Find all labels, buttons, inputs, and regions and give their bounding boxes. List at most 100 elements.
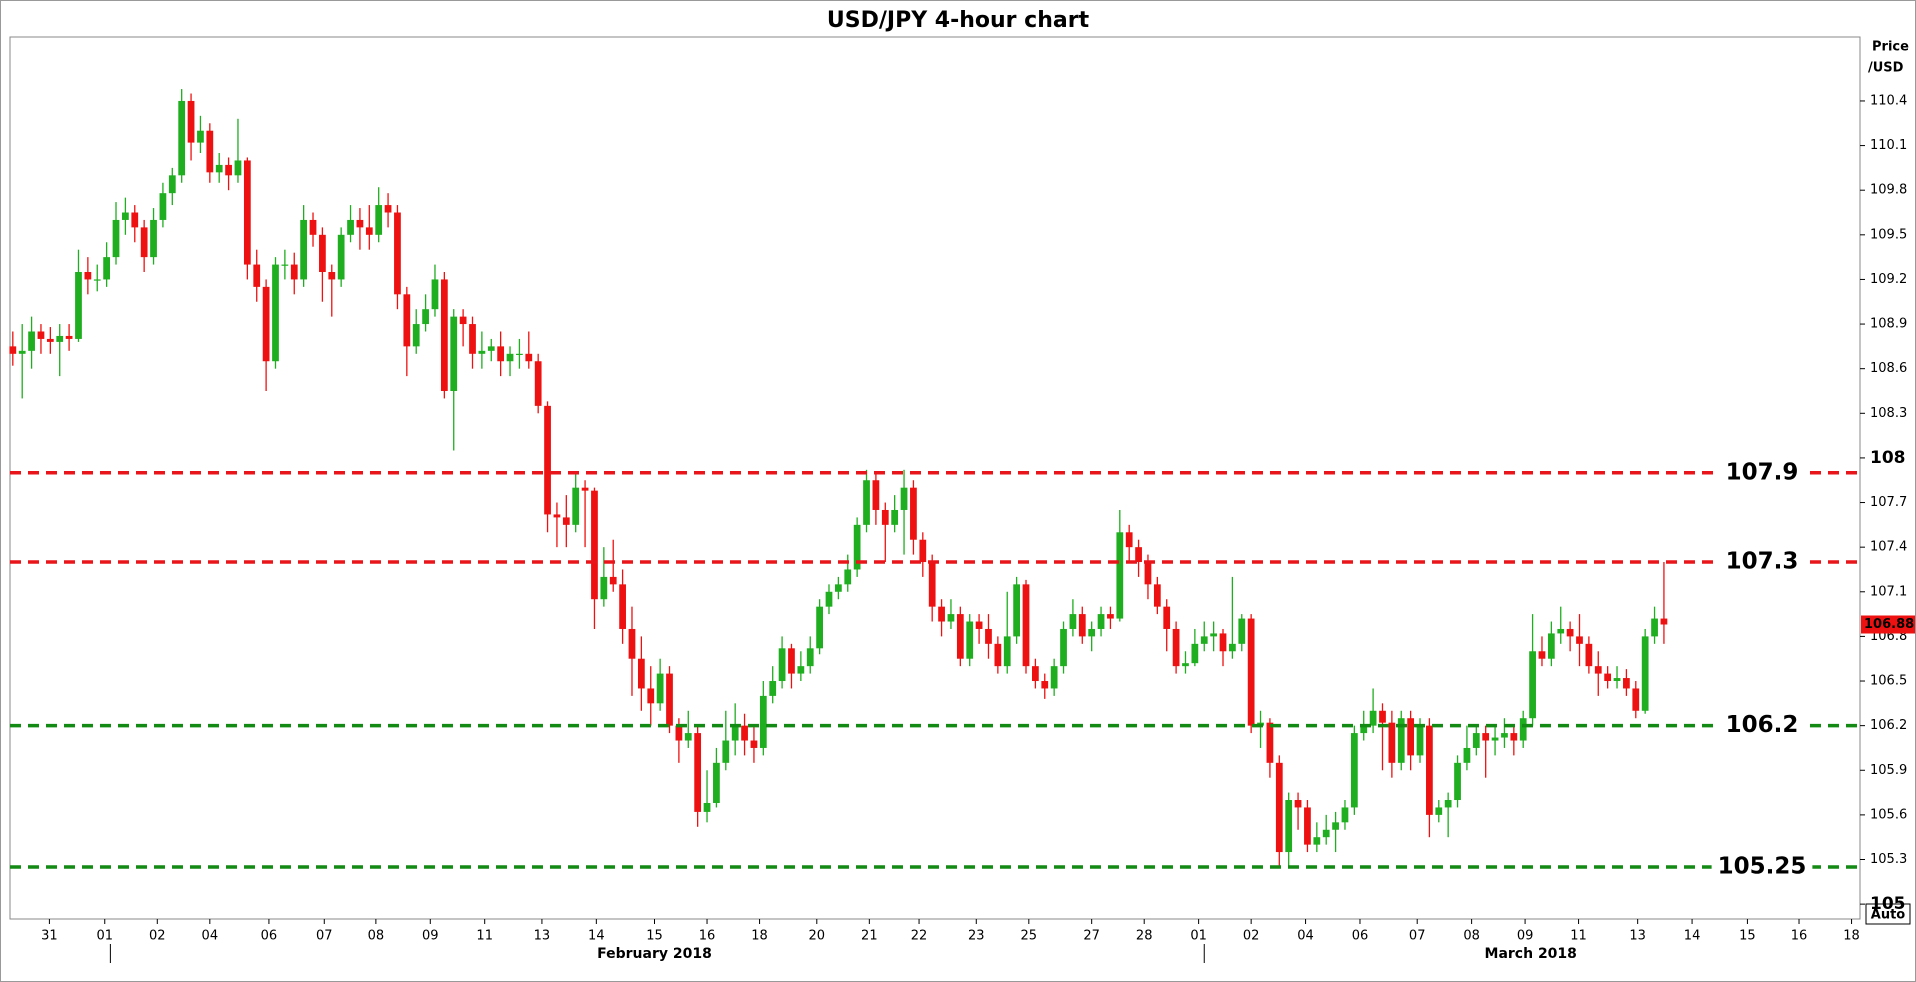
candle-body (112, 219, 120, 258)
candle-body (881, 509, 889, 525)
candle-body (337, 234, 345, 280)
candle-body (225, 164, 232, 176)
candle-body (328, 272, 336, 280)
candle-body (985, 628, 992, 644)
candle-body (431, 279, 439, 310)
candle-body (1388, 722, 1396, 763)
candle-body (628, 628, 636, 659)
x-tick-label: 09 (422, 929, 439, 944)
candle-body (516, 353, 523, 356)
candle-body (487, 346, 495, 351)
candle-body (28, 331, 35, 351)
candle-body (797, 666, 805, 674)
candle-body (1651, 618, 1658, 637)
y-tick-label: 107.1 (1870, 584, 1907, 599)
candle-body (741, 725, 748, 741)
y-tick-label: 106.5 (1870, 674, 1907, 689)
candle-body (637, 658, 645, 689)
candle-body (84, 272, 92, 280)
candle-body (1632, 688, 1640, 711)
candle-body (675, 725, 683, 741)
candle-body (684, 733, 692, 741)
candle-body (1566, 628, 1574, 637)
auto-button-label[interactable]: Auto (1871, 908, 1906, 923)
y-tick-label: 110.1 (1870, 138, 1907, 153)
candle-body (806, 648, 814, 667)
level-label-bg (1711, 853, 1813, 880)
candle-body (1013, 584, 1020, 637)
y-tick-label: 109.5 (1870, 227, 1907, 242)
candle-body (319, 234, 326, 273)
x-tick-label: 06 (261, 929, 278, 944)
y-tick-label: 110.4 (1870, 93, 1907, 108)
candle-body (1604, 673, 1612, 682)
candle-body (1557, 628, 1565, 634)
candle-body (1191, 643, 1199, 664)
candle-body (140, 227, 148, 258)
candle-body (93, 279, 101, 281)
candle-body (1407, 718, 1415, 756)
candle-body (1032, 666, 1039, 682)
y-tick-label: 108 (1870, 448, 1906, 468)
candle-body (1078, 614, 1086, 637)
candle-body (1660, 618, 1668, 625)
candle-body (1369, 710, 1377, 726)
candle-body (947, 614, 955, 622)
candle-body (56, 335, 64, 342)
month-label: February 2018 (597, 946, 712, 962)
candle-body (75, 272, 82, 339)
x-tick-label: 31 (41, 929, 58, 944)
y-tick-label: 105.3 (1870, 852, 1907, 867)
candle-body (131, 212, 139, 228)
candle-body (834, 584, 842, 592)
candle-body (18, 350, 26, 354)
candle-body (347, 219, 354, 235)
y-tick-label: 105.9 (1870, 763, 1907, 778)
candle-body (1341, 807, 1349, 823)
candle-body (1322, 829, 1330, 838)
candle-body (1285, 800, 1293, 853)
candle-body (581, 487, 589, 491)
candle-body (1519, 718, 1527, 741)
candle-body (778, 648, 786, 682)
x-tick-label: 28 (1136, 929, 1153, 944)
candle-body (1266, 722, 1274, 763)
x-tick-label: 18 (1843, 929, 1860, 944)
candle-body (1069, 614, 1077, 629)
auto-button[interactable] (1865, 903, 1911, 925)
candle-body (478, 350, 486, 354)
candle-body (825, 591, 833, 607)
candle-body (1003, 636, 1011, 667)
candle-body (440, 279, 448, 391)
candle-body (891, 509, 899, 525)
candle-body (187, 100, 195, 143)
candle-body (750, 740, 758, 748)
candle-body (966, 621, 974, 659)
plot-area (9, 36, 1861, 920)
candle-body (1172, 628, 1180, 667)
candle-body (281, 264, 289, 266)
month-label: March 2018 (1485, 946, 1577, 962)
candle-body (759, 695, 767, 748)
candle-body (375, 205, 383, 235)
candle-body (1313, 837, 1321, 845)
candle-body (253, 264, 261, 287)
x-tick-label: 02 (1243, 929, 1260, 944)
candle-body (872, 480, 880, 510)
candle-body (1576, 636, 1583, 644)
candle-body (1294, 800, 1302, 808)
candle-body (769, 681, 777, 696)
candle-body (122, 212, 129, 220)
x-tick-label: 04 (202, 929, 219, 944)
candle-body (403, 294, 411, 347)
y-tick-label: 105 (1870, 894, 1906, 914)
y-tick-label: 106.2 (1870, 718, 1907, 733)
level-label: 107.9 (1726, 459, 1799, 485)
candle-body (1107, 614, 1114, 619)
x-tick-label: 23 (968, 929, 985, 944)
x-tick-label: 27 (1083, 929, 1100, 944)
candle-body (713, 762, 720, 803)
candle-body (1623, 678, 1630, 689)
candle-body (1472, 733, 1480, 748)
